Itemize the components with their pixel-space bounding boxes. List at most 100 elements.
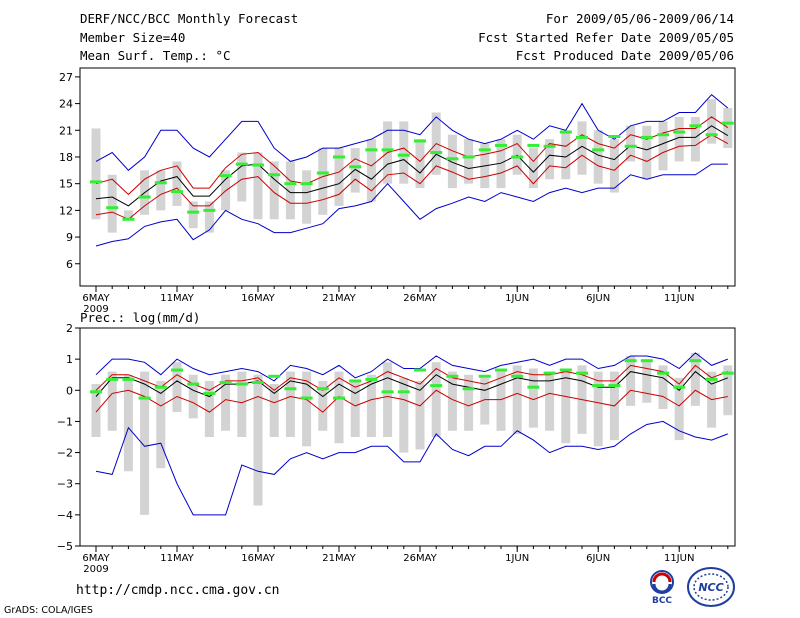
ncc-logo: NCC: [687, 567, 735, 607]
precipitation-frame: [79, 327, 736, 547]
temperature-y-tick-label: 9: [66, 231, 73, 244]
temperature-obs-marker: [90, 180, 102, 184]
precipitation-obs-marker: [608, 384, 621, 388]
precipitation-ensemble-bar: [107, 371, 117, 431]
temperature-ensemble-bar: [366, 139, 376, 202]
chart-title: DERF/NCC/BCC Monthly Forecast: [80, 11, 299, 26]
precipitation-y-tick-label: −4: [57, 509, 73, 522]
precipitation-obs-marker: [592, 384, 605, 388]
precipitation-min-line: [95, 420, 728, 516]
footer-url[interactable]: http://cmdp.ncc.cma.gov.cn: [76, 583, 280, 598]
precipitation-obs-marker: [446, 374, 459, 378]
temperature-ensemble-bar: [593, 130, 603, 184]
temperature-obs-marker: [462, 155, 475, 159]
temperature-obs-marker: [446, 157, 459, 161]
temperature-obs-marker: [235, 162, 248, 166]
precipitation-obs-marker: [689, 359, 702, 363]
temperature-obs-marker: [543, 144, 556, 148]
temperature-ensemble-bar: [447, 134, 457, 189]
temperature-obs-marker: [154, 181, 167, 185]
temperature-ensemble-bar: [204, 201, 214, 233]
precipitation-x-tick-label: 11JUN: [664, 553, 694, 564]
precipitation-ensemble-bar: [512, 365, 522, 434]
temperature-obs-marker: [705, 133, 718, 137]
precipitation-ensemble-bar: [626, 356, 636, 406]
temperature-obs-marker: [284, 182, 297, 186]
precipitation-ensemble-bar: [545, 371, 555, 431]
precipitation-obs-marker: [576, 371, 588, 375]
temperature-mean-line: [95, 125, 729, 207]
temperature-obs-marker: [624, 144, 637, 148]
temperature-ensemble-bar: [561, 130, 571, 180]
temperature-ensemble-bar: [545, 139, 555, 180]
temperature-upper-line: [95, 116, 729, 196]
temperature-obs-marker: [252, 163, 264, 167]
precipitation-obs-marker: [203, 391, 216, 395]
member-size: Member Size=40: [80, 30, 186, 45]
precipitation-ensemble-bar: [221, 374, 231, 431]
temperature-ensemble-bar: [91, 128, 101, 220]
precipitation-obs-marker: [219, 381, 232, 384]
precipitation-obs-marker: [721, 371, 734, 375]
precipitation-x-tick-label: 6MAY: [82, 553, 110, 564]
temperature-y-tick-label: 15: [59, 178, 73, 191]
temperature-ensemble-bar: [528, 148, 538, 189]
precipitation-ensemble-bar: [156, 380, 166, 469]
temperature-ensemble-bar: [269, 161, 279, 220]
temperature-obs-marker: [527, 143, 540, 147]
precipitation-ensemble-bar: [723, 365, 733, 416]
temperature-obs-marker: [187, 210, 200, 214]
temperature-frame: [79, 67, 736, 287]
precipitation-lower-line: [95, 389, 728, 413]
precipitation-y-tick-label: 1: [66, 353, 73, 366]
temperature-ensemble-bar: [318, 148, 328, 215]
precipitation-ensemble-bar: [528, 368, 538, 428]
temperature-x-tick-label: 11JUN: [664, 293, 694, 304]
temperature-obs-marker: [171, 190, 183, 194]
precipitation-obs-marker: [171, 368, 183, 372]
temperature-obs-marker: [673, 130, 686, 134]
precipitation-ensemble-bar: [561, 368, 571, 444]
precipitation-ensemble-bar: [658, 365, 668, 409]
temperature-obs-marker: [397, 153, 410, 157]
temperature-x-tick-label: 1JUN: [505, 293, 529, 304]
precipitation-x-tick-year: 2009: [83, 564, 108, 575]
temperature-x-tick-label: 16MAY: [241, 293, 275, 304]
precipitation-ensemble-bar: [123, 374, 133, 472]
forecast-produced-date: Fcst Produced Date 2009/05/06: [515, 48, 734, 63]
precipitation-ensemble-bar: [447, 371, 457, 431]
precipitation-obs-marker: [365, 377, 378, 381]
precipitation-obs-marker: [284, 387, 297, 391]
ncc-logo-text: NCC: [698, 581, 723, 594]
temperature-x-tick-label: 11MAY: [160, 293, 194, 304]
precipitation-upper-line: [95, 364, 728, 391]
precipitation-obs-marker: [705, 377, 718, 381]
precipitation-obs-marker: [414, 368, 426, 372]
precipitation-obs-marker: [138, 396, 151, 400]
temperature-obs-marker: [365, 148, 378, 152]
temperature-obs-marker: [559, 130, 572, 134]
precipitation-ensemble-bar: [464, 374, 474, 431]
precipitation-obs-marker: [430, 384, 443, 388]
temperature-ensemble-bar: [107, 174, 117, 233]
variable-label: Mean Surf. Temp.: °C: [80, 48, 231, 63]
temperature-ensemble-bar: [723, 108, 733, 149]
precipitation-ensemble-bar: [690, 352, 700, 406]
precipitation-ensemble-bar: [91, 384, 101, 437]
precipitation-x-tick-label: 26MAY: [403, 553, 437, 564]
precipitation-obs-marker: [462, 387, 475, 391]
temperature-obs-marker: [478, 148, 491, 152]
temperature-ensemble-bar: [626, 125, 636, 162]
temperature-ensemble-bar: [188, 201, 198, 229]
grads-credit: GrADS: COLA/IGES: [4, 605, 93, 616]
precipitation-obs-marker: [268, 374, 281, 378]
temperature-ensemble-bar: [334, 148, 344, 206]
temperature-ensemble-bar: [123, 210, 133, 220]
temperature-x-tick-label: 6JUN: [586, 293, 610, 304]
precipitation-ensemble-bar: [204, 380, 214, 437]
temperature-obs-marker: [430, 151, 443, 155]
bcc-logo-text: BCC: [652, 596, 672, 606]
precipitation-ensemble-bar: [383, 362, 393, 437]
temperature-obs-marker: [511, 155, 524, 159]
precipitation-obs-marker: [90, 390, 102, 394]
